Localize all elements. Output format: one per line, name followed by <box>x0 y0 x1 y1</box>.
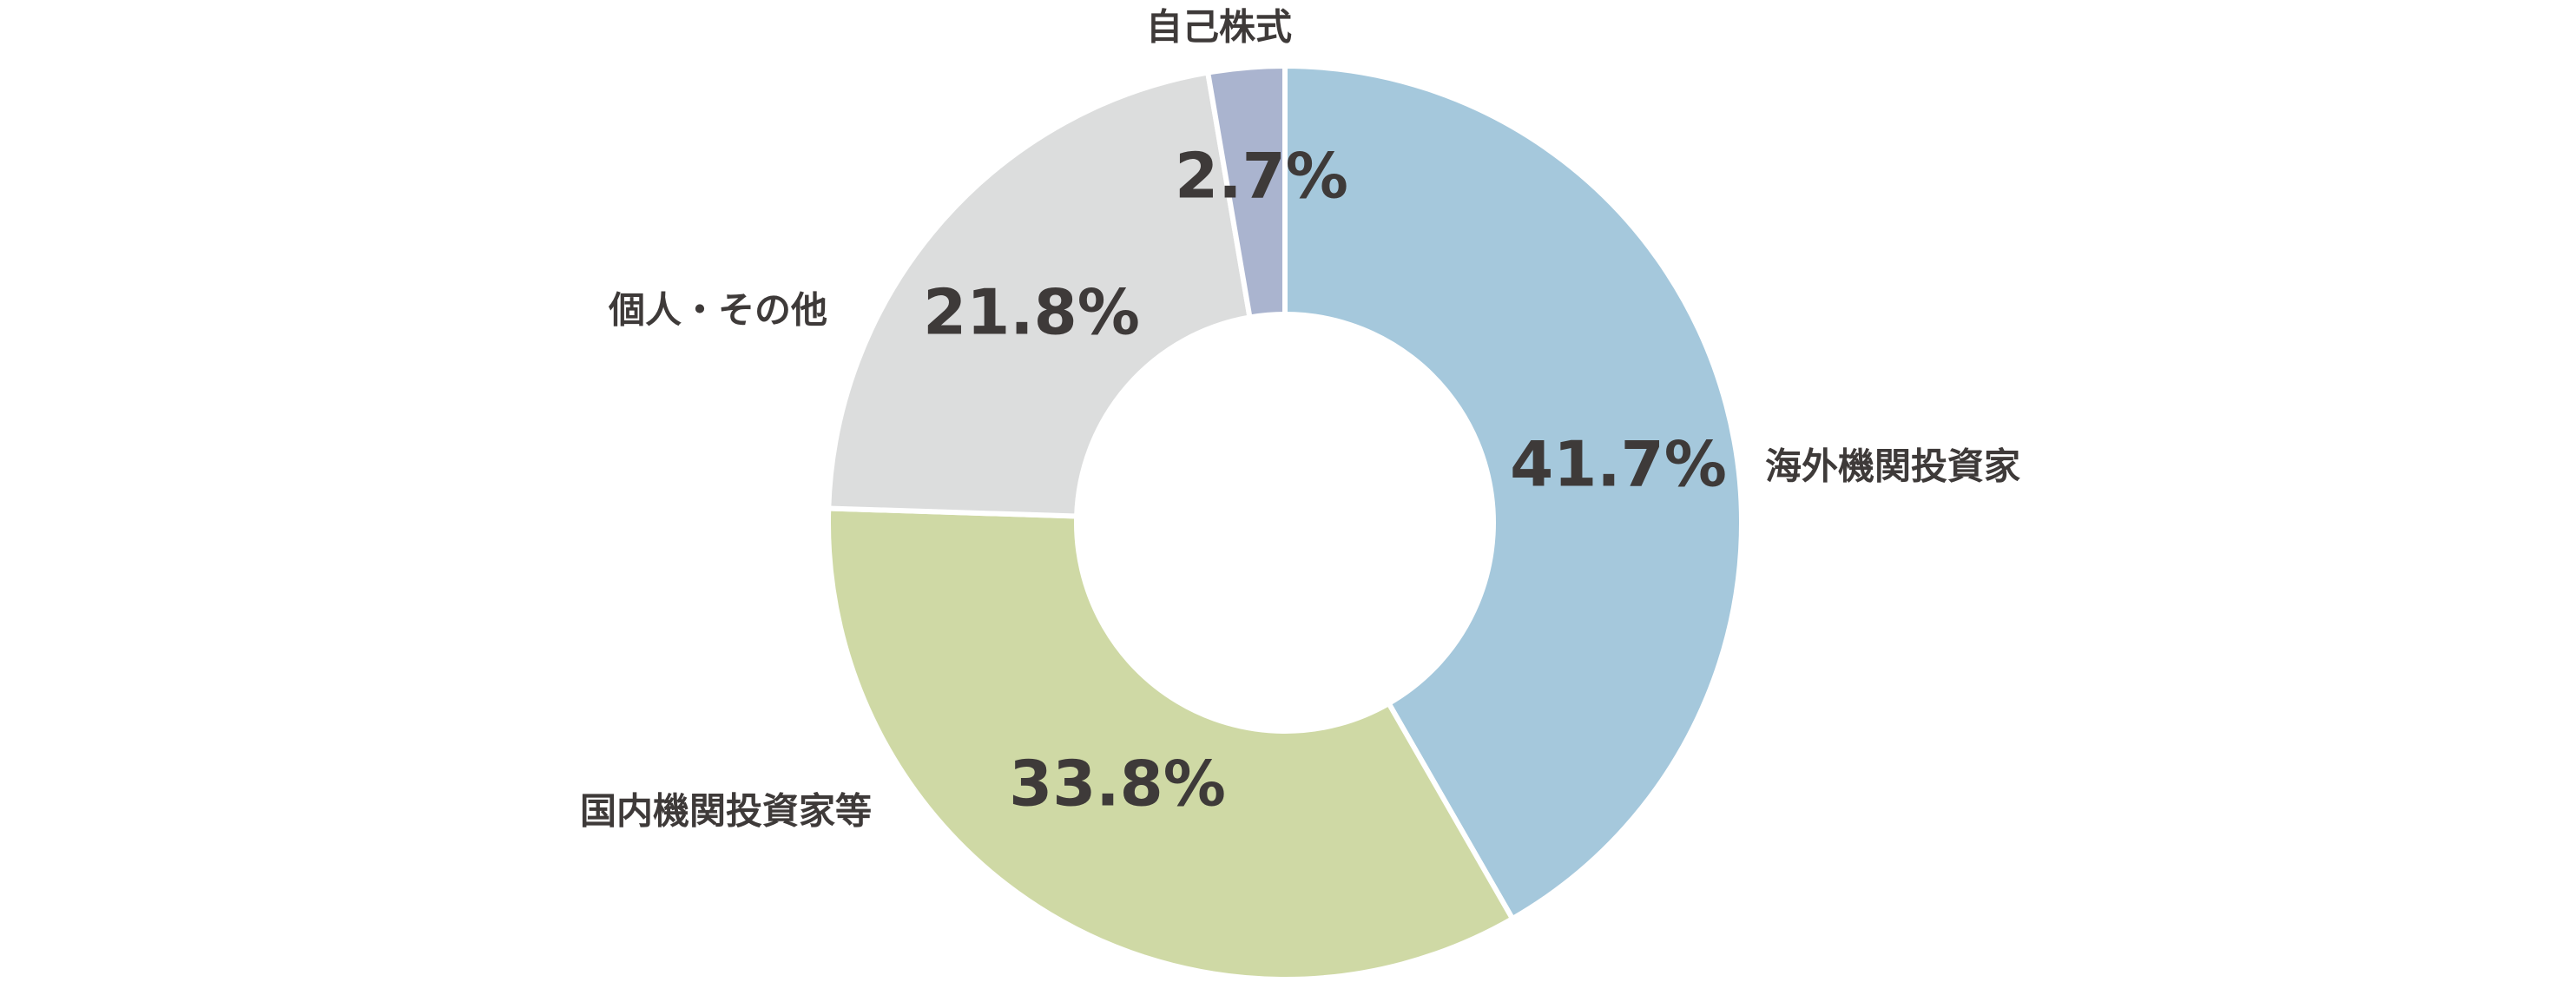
value-label: 2.7% <box>1175 140 1348 213</box>
donut-segment <box>826 69 1253 519</box>
value-label: 33.8% <box>1009 748 1226 821</box>
category-label: 海外機関投資家 <box>1765 445 2020 488</box>
donut-segment <box>826 505 1517 982</box>
category-label: 自己株式 <box>1146 6 1292 49</box>
category-label: 個人・その他 <box>608 289 827 332</box>
donut-segment <box>1204 63 1288 320</box>
value-label: 21.8% <box>923 276 1140 349</box>
donut-segment <box>1282 63 1744 923</box>
value-label: 41.7% <box>1510 428 1727 501</box>
category-label: 国内機関投資家等 <box>580 790 872 833</box>
